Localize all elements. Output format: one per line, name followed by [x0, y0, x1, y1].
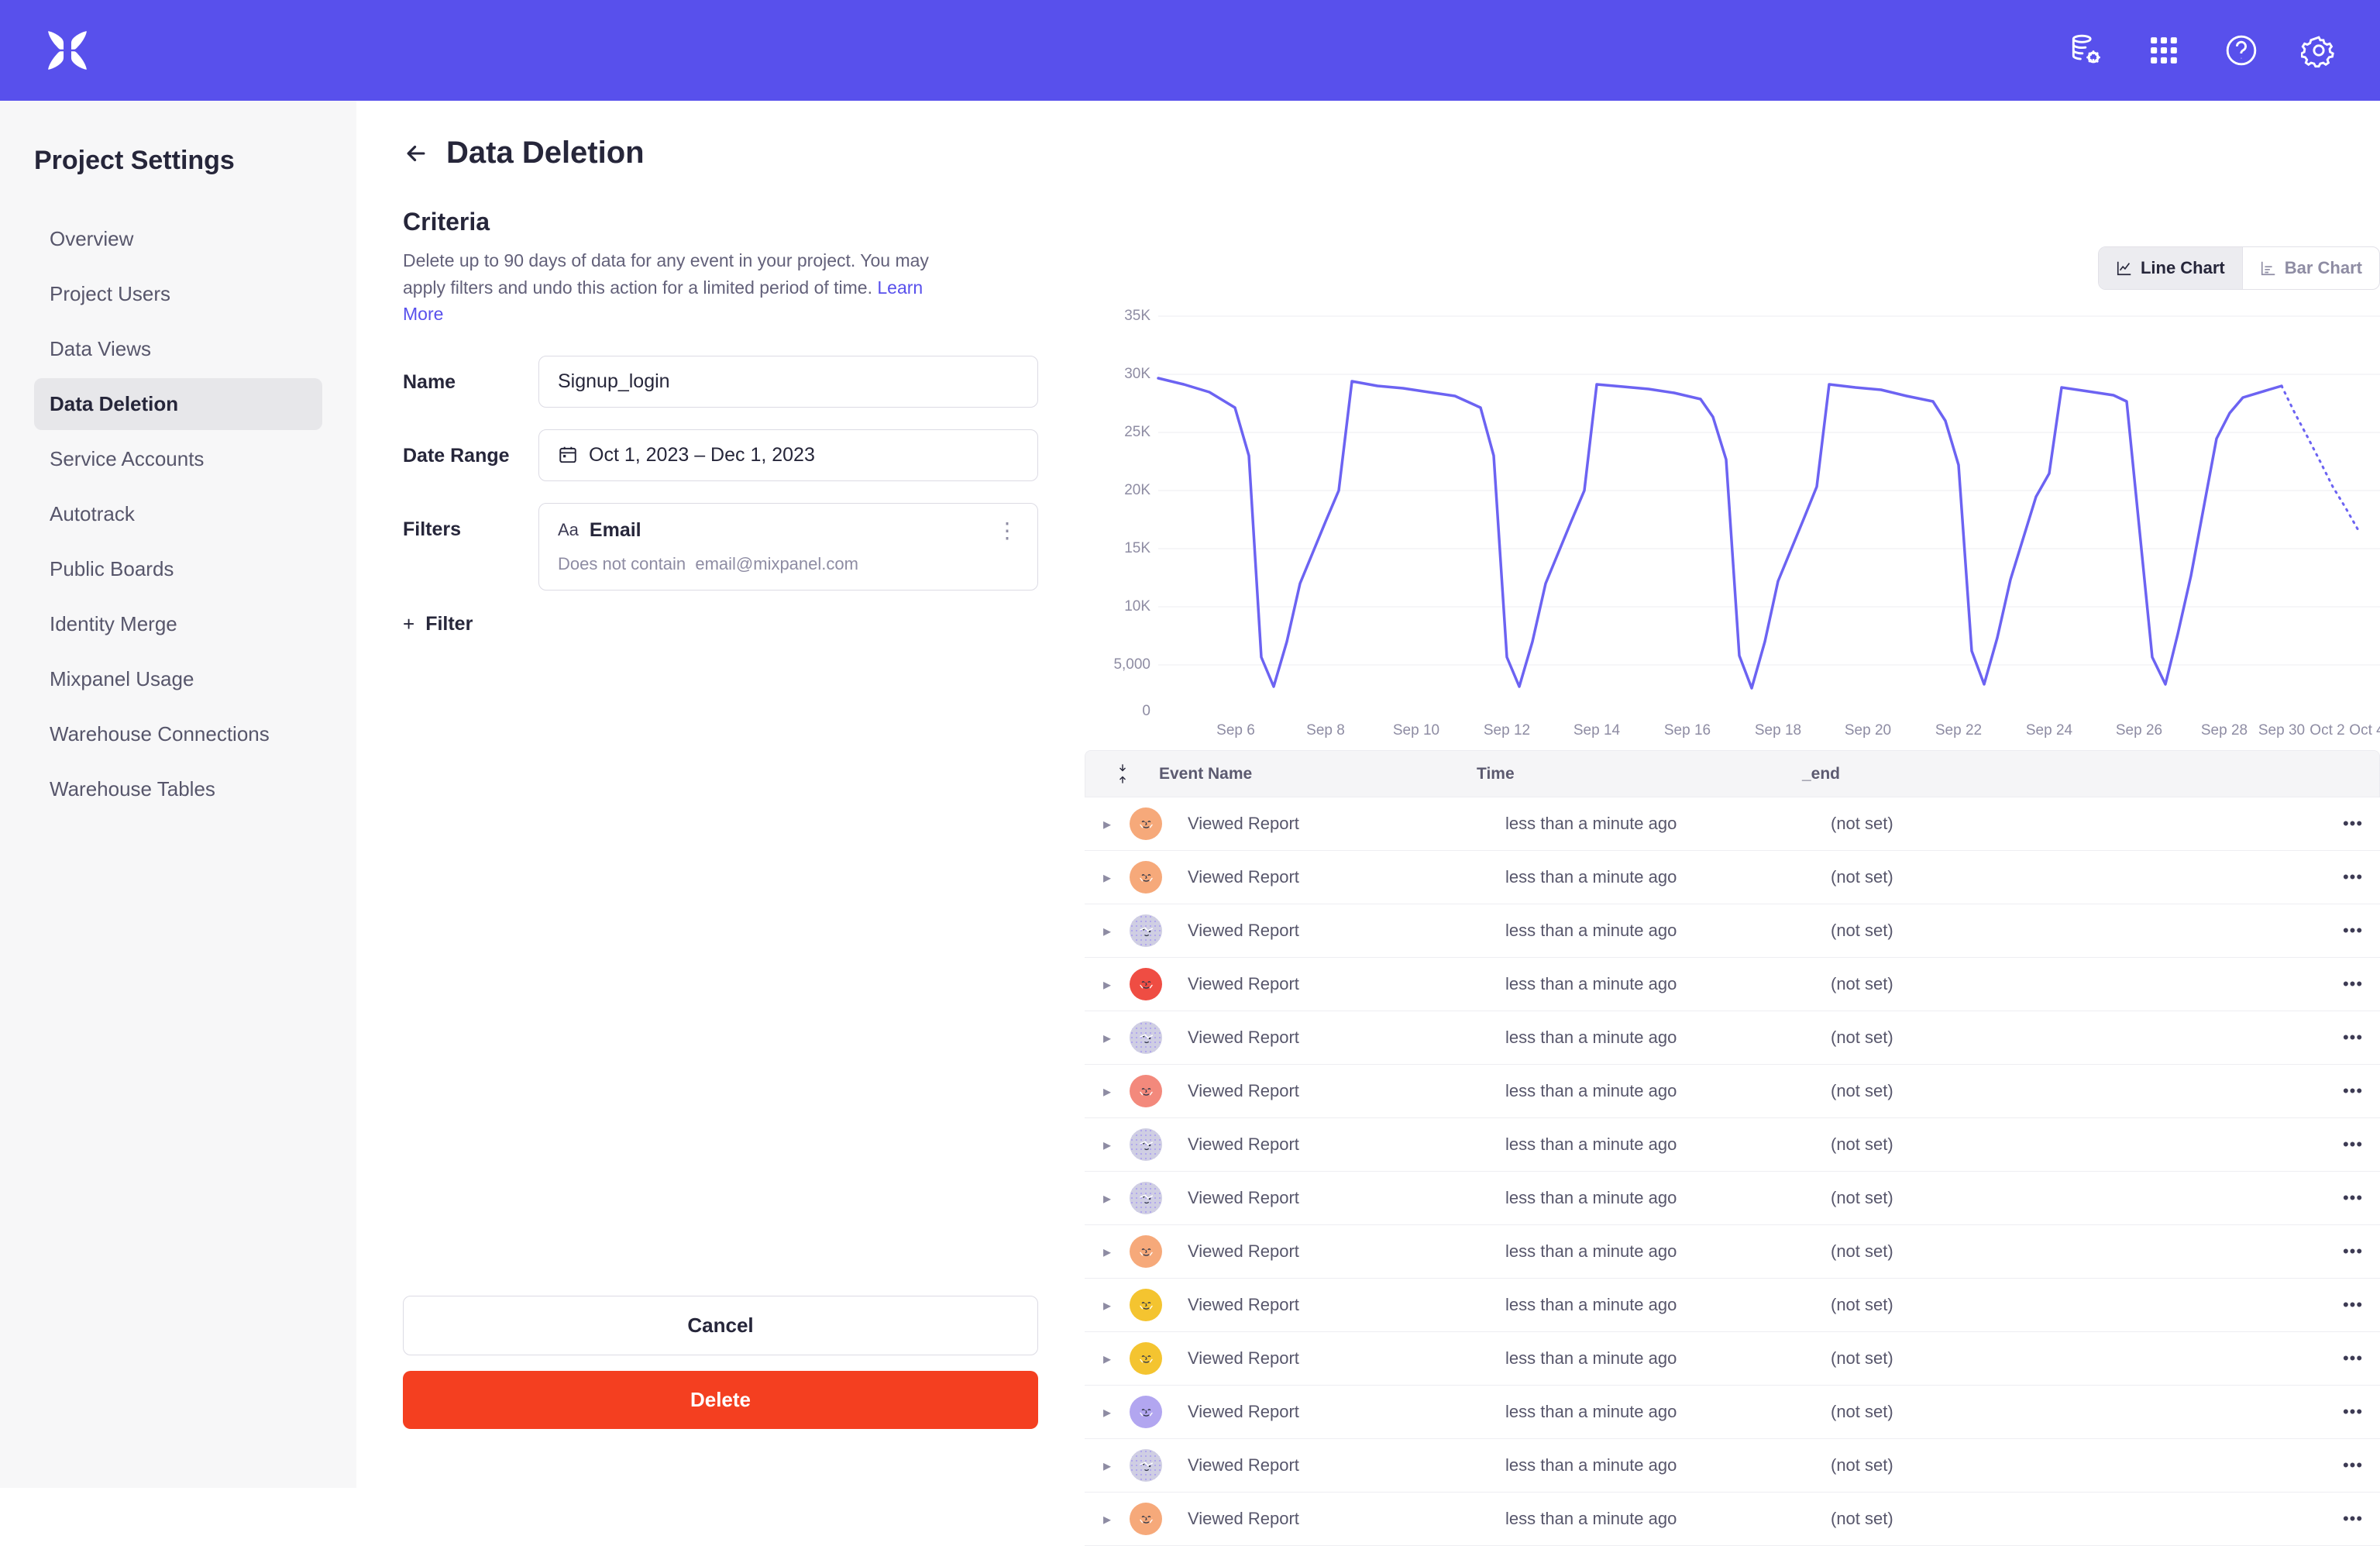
- svg-text:Oct 2: Oct 2: [2309, 722, 2344, 739]
- svg-text:15K: 15K: [1124, 540, 1150, 556]
- svg-text:5,000: 5,000: [1113, 656, 1150, 673]
- svg-text:Sep 14: Sep 14: [1573, 722, 1621, 739]
- svg-text:Sep 16: Sep 16: [1664, 722, 1711, 739]
- svg-text:Sep 12: Sep 12: [1484, 722, 1530, 739]
- svg-text:Sep 10: Sep 10: [1393, 722, 1439, 739]
- svg-text:Sep 28: Sep 28: [2201, 722, 2248, 739]
- svg-text:Sep 20: Sep 20: [1845, 722, 1891, 739]
- svg-text:25K: 25K: [1124, 424, 1150, 440]
- svg-text:Oct 4: Oct 4: [2349, 722, 2380, 739]
- svg-text:Sep 8: Sep 8: [1306, 722, 1345, 739]
- svg-text:Sep 18: Sep 18: [1755, 722, 1801, 739]
- svg-text:Sep 30: Sep 30: [2258, 722, 2305, 739]
- svg-text:0: 0: [1142, 703, 1150, 719]
- svg-text:10K: 10K: [1124, 598, 1150, 615]
- svg-text:Sep 26: Sep 26: [2116, 722, 2162, 739]
- svg-text:Sep 6: Sep 6: [1216, 722, 1255, 739]
- svg-text:Sep 22: Sep 22: [1935, 722, 1982, 739]
- svg-text:Sep 24: Sep 24: [2026, 722, 2073, 739]
- svg-text:20K: 20K: [1124, 482, 1150, 498]
- svg-text:35K: 35K: [1124, 308, 1150, 324]
- svg-text:30K: 30K: [1124, 366, 1150, 382]
